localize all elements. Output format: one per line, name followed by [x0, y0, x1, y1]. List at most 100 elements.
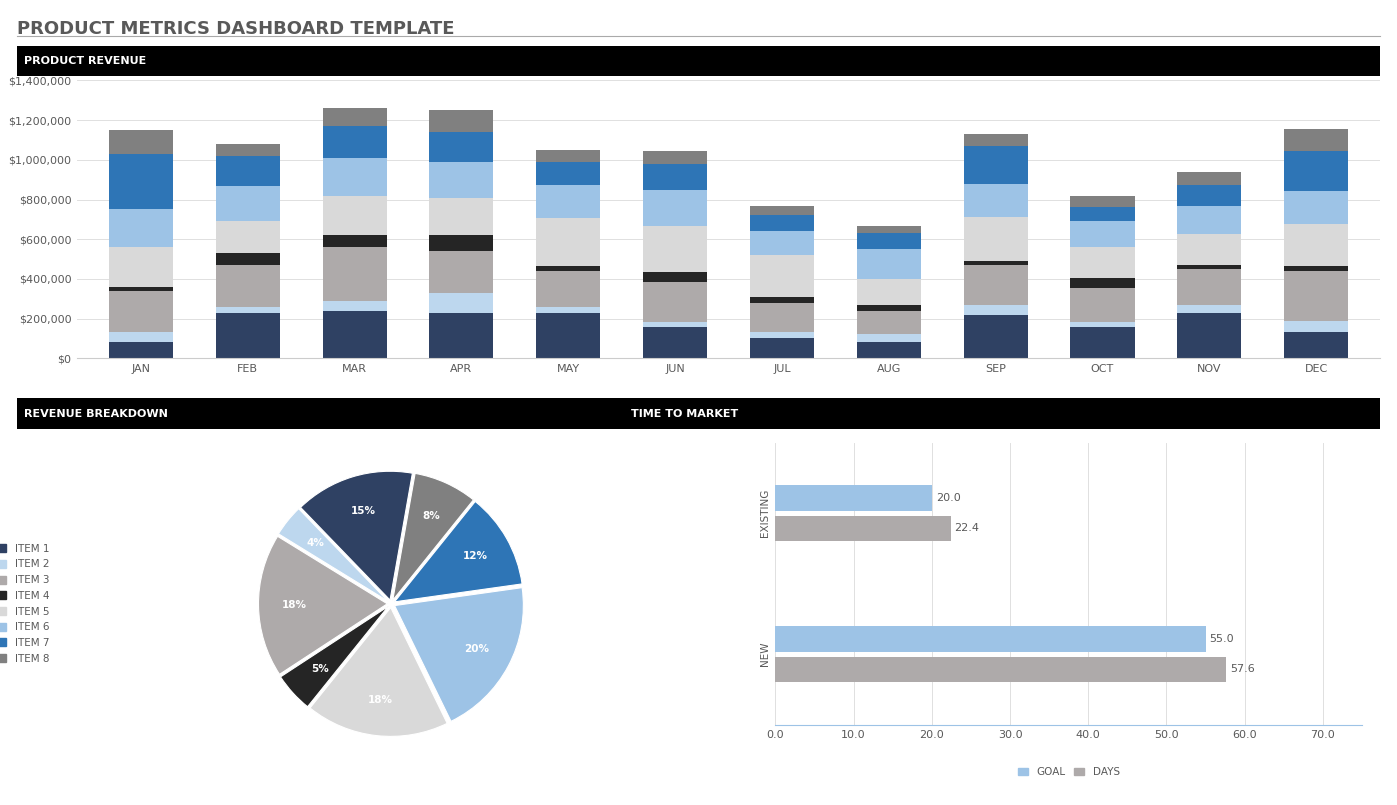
- Bar: [750, 231, 814, 255]
- Bar: [964, 265, 1028, 304]
- Bar: [856, 304, 921, 311]
- Bar: [750, 297, 814, 303]
- Bar: [750, 338, 814, 358]
- Legend: ITEM 1, ITEM 2, ITEM 3, ITEM 4, ITEM 5, ITEM 6, ITEM 7, ITEM 8: ITEM 1, ITEM 2, ITEM 3, ITEM 4, ITEM 5, …: [0, 539, 53, 668]
- Bar: [775, 657, 1227, 682]
- Bar: [1070, 208, 1134, 221]
- Bar: [429, 293, 493, 312]
- Text: REVENUE BREAKDOWN: REVENUE BREAKDOWN: [24, 409, 168, 419]
- Bar: [1284, 129, 1348, 151]
- Bar: [856, 226, 921, 233]
- Text: 20.0: 20.0: [936, 493, 961, 503]
- Bar: [1070, 196, 1134, 208]
- Bar: [215, 186, 279, 221]
- Bar: [323, 158, 387, 196]
- Bar: [1284, 320, 1348, 332]
- Bar: [109, 154, 173, 209]
- Bar: [750, 332, 814, 338]
- Bar: [856, 233, 921, 249]
- Bar: [1070, 278, 1134, 288]
- Bar: [643, 282, 707, 321]
- Wedge shape: [278, 509, 388, 601]
- Bar: [750, 255, 814, 297]
- Bar: [856, 249, 921, 279]
- Bar: [429, 132, 493, 162]
- Bar: [536, 162, 601, 184]
- Bar: [1178, 234, 1242, 265]
- Bar: [215, 156, 279, 186]
- Bar: [323, 235, 387, 247]
- Bar: [1178, 265, 1242, 269]
- Bar: [1284, 225, 1348, 266]
- Bar: [1178, 171, 1242, 184]
- Text: PRODUCT REVENUE: PRODUCT REVENUE: [24, 56, 145, 66]
- Bar: [536, 184, 601, 218]
- Bar: [775, 485, 932, 510]
- Bar: [1284, 191, 1348, 225]
- Text: 8%: 8%: [422, 511, 440, 521]
- Bar: [1284, 151, 1348, 191]
- Bar: [429, 312, 493, 358]
- Bar: [643, 321, 707, 328]
- Text: 18%: 18%: [367, 695, 393, 704]
- Bar: [964, 315, 1028, 358]
- Bar: [775, 626, 1206, 651]
- Bar: [1178, 312, 1242, 358]
- Bar: [964, 304, 1028, 315]
- Bar: [1070, 288, 1134, 321]
- Wedge shape: [300, 471, 412, 600]
- Legend: ITEM 1, ITEM 2, ITEM 3, ITEM 4, ITEM 5, ITEM 6, ITEM 7, ITEM 8: ITEM 1, ITEM 2, ITEM 3, ITEM 4, ITEM 5, …: [493, 404, 964, 414]
- Wedge shape: [394, 502, 522, 602]
- Bar: [643, 164, 707, 190]
- Bar: [109, 332, 173, 342]
- Bar: [323, 109, 387, 126]
- Bar: [964, 217, 1028, 261]
- Bar: [856, 334, 921, 342]
- Bar: [429, 251, 493, 293]
- Bar: [429, 162, 493, 197]
- Bar: [109, 291, 173, 332]
- Text: 4%: 4%: [307, 539, 326, 548]
- Bar: [643, 272, 707, 282]
- Wedge shape: [281, 606, 388, 707]
- Wedge shape: [310, 608, 447, 737]
- Bar: [536, 307, 601, 312]
- Bar: [323, 247, 387, 301]
- Bar: [323, 126, 387, 158]
- Bar: [1070, 328, 1134, 358]
- Bar: [1070, 247, 1134, 278]
- Bar: [109, 342, 173, 358]
- Bar: [536, 218, 601, 266]
- Bar: [215, 253, 279, 265]
- Bar: [429, 235, 493, 251]
- Bar: [323, 301, 387, 311]
- Bar: [964, 261, 1028, 265]
- Bar: [1284, 271, 1348, 320]
- Bar: [964, 134, 1028, 146]
- Legend: GOAL, DAYS: GOAL, DAYS: [1013, 763, 1125, 782]
- Bar: [750, 303, 814, 332]
- Text: 20%: 20%: [464, 644, 489, 654]
- Bar: [109, 247, 173, 287]
- Bar: [750, 216, 814, 231]
- Wedge shape: [394, 588, 524, 721]
- Text: 57.6: 57.6: [1229, 664, 1255, 675]
- Bar: [109, 130, 173, 154]
- Bar: [323, 196, 387, 235]
- Bar: [643, 328, 707, 358]
- Bar: [856, 279, 921, 304]
- Bar: [643, 151, 707, 164]
- Bar: [964, 184, 1028, 217]
- Bar: [323, 311, 387, 358]
- Bar: [1070, 221, 1134, 247]
- Bar: [1284, 332, 1348, 358]
- Bar: [215, 221, 279, 253]
- Text: 15%: 15%: [351, 506, 376, 516]
- Text: 5%: 5%: [310, 663, 328, 674]
- Text: 18%: 18%: [282, 600, 307, 610]
- Bar: [775, 516, 950, 541]
- Bar: [964, 146, 1028, 184]
- Bar: [215, 144, 279, 156]
- Bar: [215, 307, 279, 312]
- Bar: [536, 312, 601, 358]
